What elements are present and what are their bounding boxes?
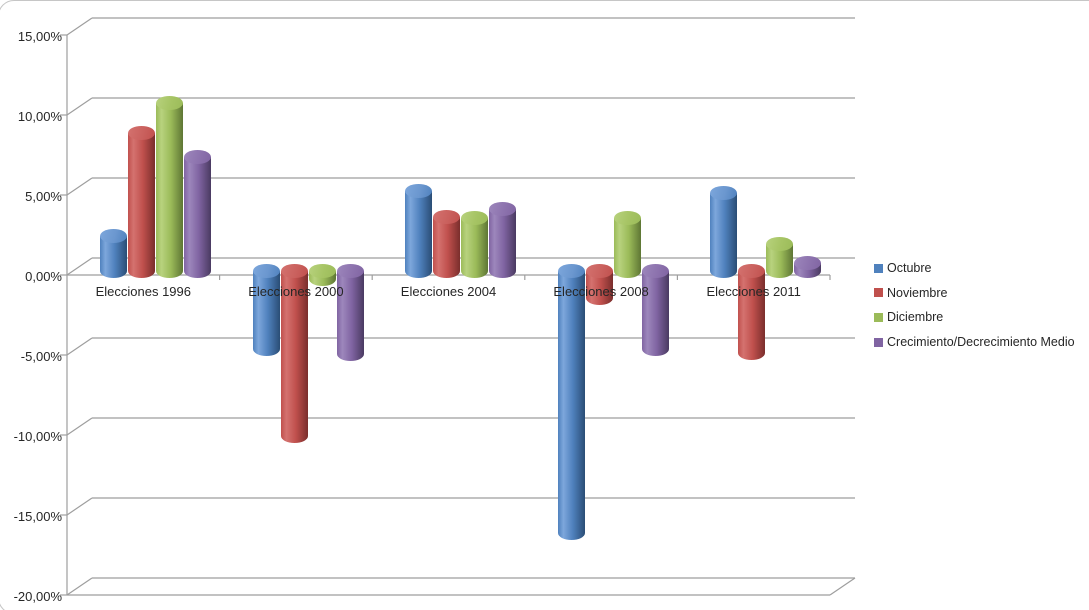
legend-label: Noviembre (887, 285, 948, 300)
gridline-diagonal (66, 17, 93, 36)
legend-marker (874, 337, 883, 347)
gridline-diagonal (66, 97, 93, 116)
legend-label: Crecimiento/Decrecimiento Medio (887, 335, 1075, 350)
gridline-diagonal (66, 337, 93, 356)
legend: Octubre Noviembre Diciembre Crecimiento/Dec… (874, 256, 1075, 354)
legend-marker (874, 312, 883, 322)
gridline-diagonal (66, 177, 93, 196)
legend-item-octubre: Octubre (874, 256, 1075, 281)
floor-side-edge (829, 577, 856, 596)
legend-item-diciembre: Diciembre (874, 305, 1075, 330)
legend-label: Diciembre (887, 310, 944, 325)
gridline-diagonal (66, 417, 93, 436)
legend-marker (874, 288, 883, 298)
gridline-diagonal (66, 577, 93, 596)
legend-item-noviembre: Noviembre (874, 281, 1075, 306)
legend-label: Octubre (887, 261, 932, 276)
legend-item-crecimiento-decrecimiento-medio: Crecimiento/Decrecimiento Medio (874, 330, 1075, 355)
gridline-diagonal (66, 497, 93, 516)
gridline-diagonal (66, 257, 93, 276)
legend-marker (874, 263, 883, 273)
